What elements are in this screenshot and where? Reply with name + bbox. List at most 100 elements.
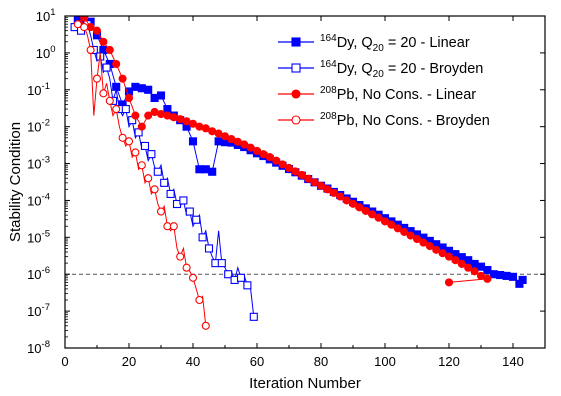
data-point [73, 20, 82, 29]
data-point [156, 109, 166, 119]
data-point [92, 74, 102, 83]
data-point [118, 133, 127, 142]
y-tick-label: 10-8 [27, 339, 50, 356]
data-point [444, 278, 454, 287]
data-point [252, 146, 262, 155]
data-point [166, 189, 175, 198]
x-tick-label: 100 [374, 354, 396, 369]
data-point [240, 140, 249, 149]
y-tick-label: 10-7 [27, 302, 50, 319]
data-point [124, 137, 134, 146]
data-point [412, 234, 422, 244]
data-point [80, 16, 89, 22]
data-point [361, 206, 370, 215]
data-point [188, 273, 198, 282]
data-point [342, 196, 351, 205]
data-point [291, 167, 300, 176]
data-point [483, 265, 492, 275]
x-tick-label: 80 [314, 354, 328, 369]
data-point [464, 263, 473, 272]
y-tick-label: 100 [36, 44, 56, 61]
data-point [220, 132, 230, 141]
legend-entry-3: 208Pb, No Cons. - Broyden [278, 111, 490, 129]
data-point [236, 273, 246, 282]
legend-label: 164Dy, Q20 = 20 - Broyden [320, 59, 483, 80]
data-point [393, 224, 402, 233]
data-point [99, 89, 108, 98]
y-tick-label: 10-6 [27, 265, 50, 282]
legend-marker [291, 37, 301, 47]
data-point [329, 188, 338, 197]
data-point [518, 275, 527, 284]
data-point [156, 207, 166, 216]
data-point [323, 185, 332, 194]
x-tick-label: 140 [502, 354, 524, 369]
y-tick-label: 10-5 [27, 228, 50, 245]
data-point [156, 91, 166, 100]
data-point [198, 233, 207, 242]
data-point [368, 210, 377, 219]
data-point [374, 213, 383, 222]
data-point [336, 192, 345, 201]
data-point [118, 74, 127, 83]
x-axis-title: Iteration Number [249, 375, 361, 392]
data-point [80, 23, 89, 32]
data-point [387, 220, 396, 229]
data-point [105, 45, 114, 55]
x-tick-label: 40 [186, 354, 200, 369]
data-point [483, 274, 492, 283]
data-point [348, 199, 358, 208]
data-point [259, 150, 268, 159]
data-point [188, 119, 198, 128]
series-2 [80, 16, 492, 287]
data-point [131, 111, 140, 120]
data-point [432, 245, 441, 254]
data-point [179, 196, 188, 205]
data-point [112, 59, 121, 69]
legend-label: 208Pb, No Cons. - Broyden [320, 111, 490, 129]
plot-frame [64, 15, 546, 349]
y-tick-label: 10-1 [27, 81, 50, 98]
data-point [137, 161, 146, 170]
data-point [457, 259, 466, 268]
data-point [224, 270, 233, 279]
data-point [195, 295, 204, 305]
y-tick-label: 10-3 [27, 155, 50, 172]
series-line [77, 19, 523, 285]
y-tick-label: 10-2 [27, 118, 50, 135]
data-point [169, 222, 178, 231]
y-tick-label: 10-4 [27, 191, 50, 208]
data-point [284, 163, 294, 173]
data-point [144, 85, 153, 94]
data-point [150, 185, 159, 194]
data-point [470, 267, 479, 276]
data-point [310, 178, 319, 187]
data-point [137, 122, 146, 131]
series-0 [73, 16, 527, 288]
data-point [451, 256, 460, 265]
data-point [176, 252, 185, 261]
x-tick-label: 60 [250, 354, 264, 369]
data-point [208, 167, 217, 176]
x-tick-label: 0 [61, 354, 68, 369]
data-point [400, 227, 409, 236]
data-point [444, 252, 454, 261]
data-point [86, 45, 95, 55]
data-point [153, 167, 162, 176]
data-point [99, 37, 108, 46]
data-point [112, 105, 121, 114]
data-point [92, 26, 102, 35]
legend-marker [291, 89, 301, 99]
data-point [304, 174, 313, 183]
x-tick-label: 120 [438, 354, 460, 369]
legend-entry-0: 164Dy, Q20 = 20 - Linear [278, 33, 470, 54]
data-point [121, 105, 130, 114]
series-line [77, 18, 207, 326]
data-point [147, 150, 156, 159]
series-3 [73, 18, 210, 330]
data-point [182, 263, 191, 272]
data-point [265, 153, 274, 162]
x-tick-label: 20 [122, 354, 136, 369]
legend-marker [291, 63, 301, 73]
